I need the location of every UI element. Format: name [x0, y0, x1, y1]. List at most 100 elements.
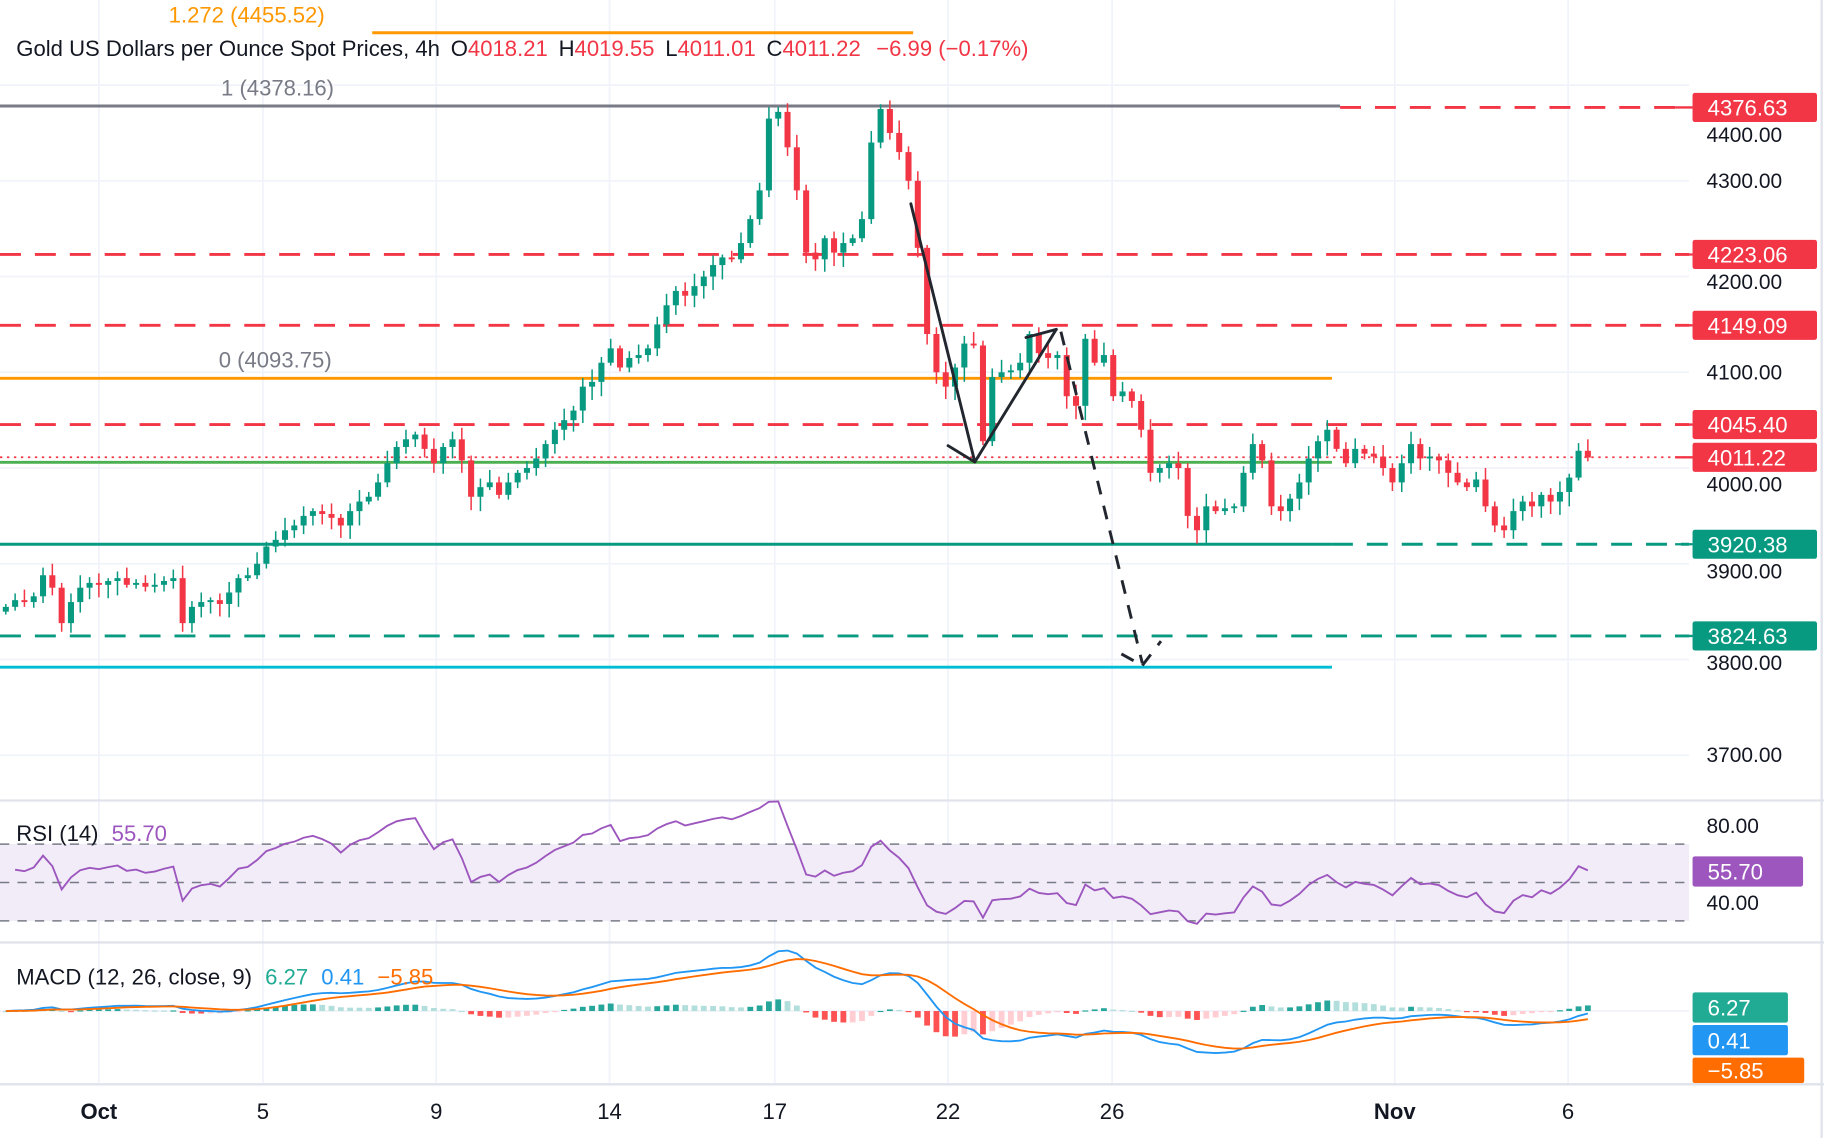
candle[interactable]	[942, 361, 949, 400]
candle[interactable]	[1259, 440, 1266, 469]
candle[interactable]	[1463, 478, 1470, 492]
candle[interactable]	[1361, 445, 1368, 460]
candle[interactable]	[151, 573, 158, 593]
candle[interactable]	[226, 581, 233, 618]
candle[interactable]	[1212, 500, 1219, 514]
candle[interactable]	[840, 232, 847, 267]
candle[interactable]	[616, 345, 624, 372]
candle[interactable]	[1528, 491, 1536, 517]
candle[interactable]	[468, 455, 475, 511]
candle[interactable]	[1110, 349, 1117, 402]
candle[interactable]	[458, 427, 465, 473]
candle[interactable]	[682, 282, 689, 307]
candle[interactable]	[1007, 364, 1014, 379]
candle[interactable]	[1314, 435, 1322, 472]
candlestick-series[interactable]	[2, 100, 1591, 633]
trend-line[interactable]	[946, 444, 977, 464]
candle[interactable]	[1389, 463, 1396, 492]
candle[interactable]	[505, 472, 512, 500]
candle[interactable]	[114, 571, 121, 596]
candle[interactable]	[1342, 442, 1349, 468]
candle[interactable]	[1166, 455, 1173, 479]
candle[interactable]	[775, 107, 782, 127]
candle[interactable]	[1193, 507, 1201, 544]
candle[interactable]	[672, 286, 679, 315]
candle[interactable]	[1231, 503, 1238, 514]
candle[interactable]	[198, 592, 205, 618]
candle[interactable]	[821, 235, 828, 272]
candle[interactable]	[970, 332, 977, 349]
candle[interactable]	[812, 243, 819, 271]
candle[interactable]	[123, 567, 130, 588]
candle[interactable]	[133, 579, 140, 589]
candle[interactable]	[477, 478, 484, 512]
candle[interactable]	[784, 103, 791, 156]
candle[interactable]	[1128, 388, 1135, 408]
candle[interactable]	[961, 335, 968, 382]
candle[interactable]	[30, 592, 37, 608]
candle[interactable]	[933, 327, 940, 384]
candle[interactable]	[77, 575, 84, 613]
candle[interactable]	[1454, 462, 1461, 486]
candle[interactable]	[523, 461, 530, 480]
candle[interactable]	[728, 250, 735, 263]
candle[interactable]	[1184, 463, 1191, 529]
candle[interactable]	[1417, 438, 1424, 470]
candle[interactable]	[1408, 431, 1415, 474]
candle[interactable]	[979, 340, 986, 446]
candle[interactable]	[691, 273, 698, 308]
trend-line[interactable]	[1024, 327, 1058, 339]
candle[interactable]	[1054, 351, 1061, 370]
candle[interactable]	[235, 574, 242, 607]
candle[interactable]	[1324, 420, 1331, 456]
candle[interactable]	[1277, 494, 1284, 521]
candle[interactable]	[849, 234, 856, 246]
candle[interactable]	[393, 441, 400, 469]
candle[interactable]	[412, 431, 419, 447]
candle[interactable]	[58, 582, 65, 632]
candle[interactable]	[1249, 433, 1256, 480]
candle[interactable]	[1082, 333, 1089, 421]
candle[interactable]	[67, 593, 74, 633]
candle[interactable]	[542, 440, 549, 468]
candle[interactable]	[998, 359, 1005, 383]
candle[interactable]	[905, 146, 912, 190]
candle[interactable]	[1296, 473, 1303, 511]
candle[interactable]	[607, 338, 614, 366]
candle[interactable]	[365, 491, 372, 505]
candle[interactable]	[831, 231, 838, 267]
candle[interactable]	[756, 182, 763, 225]
candle[interactable]	[263, 541, 270, 569]
candle[interactable]	[644, 344, 651, 362]
candle[interactable]	[793, 134, 800, 200]
candle[interactable]	[1333, 426, 1340, 452]
candle[interactable]	[328, 503, 335, 530]
candle[interactable]	[1501, 516, 1508, 538]
candle[interactable]	[1221, 498, 1228, 515]
candle[interactable]	[589, 369, 596, 401]
candle[interactable]	[347, 503, 354, 539]
candle[interactable]	[449, 431, 456, 459]
trend-line[interactable]	[973, 327, 1058, 464]
candle[interactable]	[514, 469, 521, 489]
candle[interactable]	[1017, 353, 1024, 379]
candle[interactable]	[142, 575, 149, 592]
candle[interactable]	[1482, 468, 1489, 513]
candle[interactable]	[1091, 330, 1098, 366]
candle[interactable]	[663, 293, 670, 334]
candle[interactable]	[1584, 439, 1591, 462]
candle[interactable]	[1510, 498, 1517, 539]
candle[interactable]	[1547, 488, 1554, 514]
candle[interactable]	[1147, 419, 1154, 482]
candle[interactable]	[170, 569, 177, 589]
candle[interactable]	[1370, 446, 1377, 464]
candle[interactable]	[1473, 471, 1480, 492]
candle[interactable]	[896, 120, 903, 160]
candle[interactable]	[95, 573, 102, 598]
candle[interactable]	[309, 508, 316, 526]
candle[interactable]	[496, 476, 503, 499]
candle[interactable]	[803, 184, 810, 264]
candle[interactable]	[2, 603, 9, 615]
candle[interactable]	[1566, 473, 1573, 507]
